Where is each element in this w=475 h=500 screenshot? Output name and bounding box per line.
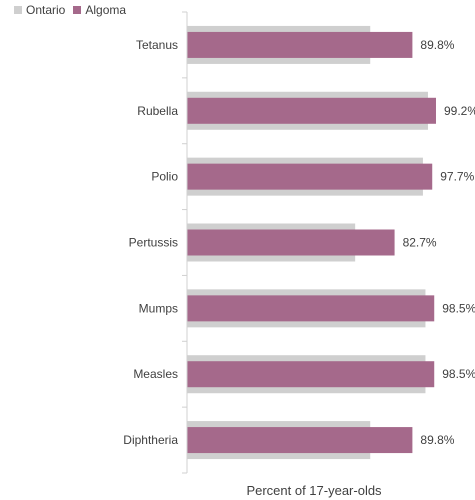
legend-item-algoma: Algoma	[73, 3, 126, 17]
category-label-mumps: Mumps	[139, 301, 178, 315]
data-label-pertussis: 82.7%	[403, 236, 437, 250]
category-label-diphtheria: Diphtheria	[123, 433, 178, 447]
legend-swatch-algoma	[73, 6, 82, 14]
bar-algoma-mumps	[187, 295, 435, 322]
legend-swatch-ontario	[14, 6, 22, 14]
bar-algoma-tetanus	[187, 31, 413, 58]
bar-algoma-diphtheria	[187, 427, 413, 454]
data-label-tetanus: 89.8%	[420, 38, 454, 52]
category-label-polio: Polio	[151, 170, 178, 184]
category-label-tetanus: Tetanus	[136, 38, 178, 52]
category-label-pertussis: Pertussis	[129, 236, 178, 250]
bar-algoma-rubella	[187, 97, 436, 124]
data-label-diphtheria: 89.8%	[420, 433, 454, 447]
category-label-measles: Measles	[133, 367, 178, 381]
x-axis-label: Percent of 17-year-olds	[246, 483, 382, 498]
legend: Ontario Algoma	[14, 3, 134, 17]
data-label-measles: 98.5%	[442, 367, 475, 381]
data-label-rubella: 99.2%	[444, 104, 475, 118]
bar-algoma-polio	[187, 163, 433, 190]
data-label-polio: 97.7%	[440, 170, 474, 184]
data-label-mumps: 98.5%	[442, 301, 475, 315]
bar-algoma-pertussis	[187, 229, 395, 256]
legend-label-algoma: Algoma	[85, 3, 127, 17]
legend-item-ontario: Ontario	[14, 3, 65, 17]
category-label-rubella: Rubella	[137, 104, 178, 118]
bar-algoma-measles	[187, 361, 435, 388]
legend-label-ontario: Ontario	[26, 3, 66, 17]
